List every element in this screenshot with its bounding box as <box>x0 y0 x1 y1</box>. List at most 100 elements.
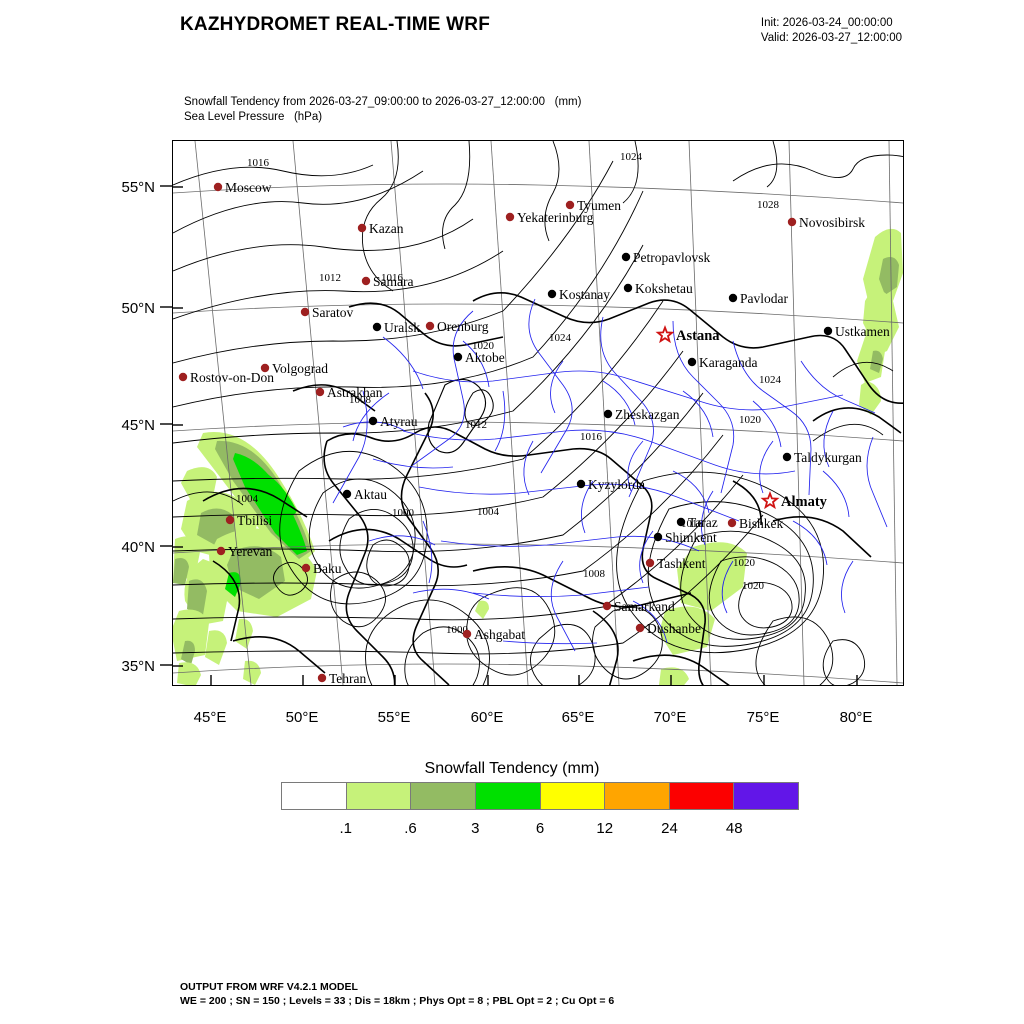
city-novosibirsk[interactable]: Novosibirsk <box>787 215 865 230</box>
colorbar[interactable] <box>281 782 799 810</box>
city-label: Baku <box>313 561 342 576</box>
city-aktau[interactable]: Aktau <box>342 487 387 502</box>
colorbar-title: Snowfall Tendency (mm) <box>424 760 600 777</box>
map-canvas: 1016 1024 1028 1012 1016 1024 1020 1024 1008 1012… <box>173 141 903 685</box>
city-dot-red-icon <box>635 623 645 633</box>
city-bishkek[interactable]: Bishkek <box>727 516 784 531</box>
city-astana[interactable]: Astana <box>655 325 720 345</box>
contour-label-9: 1012 <box>465 419 487 431</box>
city-volgograd[interactable]: Volgograd <box>260 361 328 376</box>
city-dot-red-icon <box>315 387 325 397</box>
city-dot-red-icon <box>216 546 226 556</box>
contour-label-18: 1020 <box>742 580 765 592</box>
city-label: Pavlodar <box>740 291 788 306</box>
city-label: Almaty <box>781 494 828 510</box>
city-label: Yekaterinburg <box>517 210 594 225</box>
city-yerevan[interactable]: Yerevan <box>216 544 273 559</box>
city-karaganda[interactable]: Karaganda <box>687 355 758 370</box>
city-tbilisi[interactable]: Tbilisi <box>225 513 273 528</box>
longitude-labels: 45°E 50°E 55°E 60°E 65°E 70°E 75°E 80°E <box>194 709 873 726</box>
city-label: Uralsk <box>384 320 420 335</box>
lon-tick-label-5: 70°E <box>654 709 687 726</box>
city-ustkamen[interactable]: Ustkamen <box>823 324 890 339</box>
contour-label-1: 1024 <box>620 151 643 163</box>
city-tyumen[interactable]: Tyumen <box>565 198 621 213</box>
city-label: Petropavlovsk <box>633 250 710 265</box>
city-petropavlovsk[interactable]: Petropavlovsk <box>621 250 711 265</box>
city-dot-black-icon <box>372 322 382 332</box>
city-dot-red-icon <box>787 217 797 227</box>
colorbar-tick-2: 3 <box>471 820 480 837</box>
city-ashgabat[interactable]: Ashgabat <box>462 627 525 642</box>
city-label: Tbilisi <box>237 513 273 528</box>
region-boundaries <box>332 298 888 652</box>
contour-label-6: 1020 <box>472 340 495 352</box>
city-kyzylorda[interactable]: Kyzylorda <box>576 477 645 492</box>
contour-label-group: 1016 1024 1028 1012 1016 1024 1020 1024 1008 1012… <box>236 151 782 636</box>
contour-label-15: 1016 <box>681 518 704 530</box>
city-dot-black-icon <box>623 283 633 293</box>
contour-label-3: 1012 <box>319 272 341 284</box>
city-taldykurgan[interactable]: Taldykurgan <box>782 450 862 465</box>
city-samarkand[interactable]: Samarkand <box>602 599 675 614</box>
city-taraz[interactable]: Taraz <box>676 515 718 530</box>
city-label: Samara <box>373 274 413 289</box>
lat-tick-label-1: 50°N <box>121 300 155 317</box>
colorbar-tick-1: .6 <box>404 820 417 837</box>
city-kokshetau[interactable]: Kokshetau <box>623 281 693 296</box>
city-yekaterinburg[interactable]: Yekaterinburg <box>505 210 594 225</box>
colorbar-segment-4 <box>539 783 605 809</box>
city-shimkent[interactable]: Shimkent <box>653 530 717 545</box>
colorbar-tick-6: 48 <box>725 820 743 837</box>
city-dot-black-icon <box>823 326 833 336</box>
city-kostanay[interactable]: Kostanay <box>547 287 610 302</box>
city-dot-black-icon <box>576 479 586 489</box>
city-rostov-on-don[interactable]: Rostov-on-Don <box>178 370 274 385</box>
city-label: Taldykurgan <box>794 450 862 465</box>
city-saratov[interactable]: Saratov <box>300 305 354 320</box>
city-label: Volgograd <box>272 361 328 376</box>
city-zheskazgan[interactable]: Zheskazgan <box>603 407 680 422</box>
city-label: Tehran <box>329 671 367 685</box>
city-dot-black-icon <box>687 357 697 367</box>
contour-label-19: 1000 <box>446 624 469 636</box>
city-dot-red-icon <box>361 276 371 286</box>
city-tehran[interactable]: Tehran <box>317 671 367 685</box>
city-label: Moscow <box>225 180 272 195</box>
city-dot-black-icon <box>653 532 663 542</box>
city-dot-red-icon <box>645 558 655 568</box>
city-label: Bishkek <box>739 516 784 531</box>
colorbar-tick-5: 24 <box>661 820 678 837</box>
contour-label-17: 1020 <box>733 557 756 569</box>
city-baku[interactable]: Baku <box>301 561 342 576</box>
city-label: Novosibirsk <box>799 215 865 230</box>
city-label: Saratov <box>312 305 353 320</box>
contour-label-13: 1000 <box>392 507 415 519</box>
contour-label-12: 1004 <box>236 493 259 505</box>
city-dot-black-icon <box>547 289 557 299</box>
city-label: Shimkent <box>665 530 717 545</box>
lon-tick-label-6: 75°E <box>747 709 780 726</box>
city-atyrau[interactable]: Atyrau <box>368 414 418 429</box>
city-label: Yerevan <box>228 544 273 559</box>
capital-star-icon <box>655 325 675 344</box>
city-astrakhan[interactable]: Astrakhan <box>315 385 383 400</box>
colorbar-segment-2 <box>410 783 475 809</box>
weather-map[interactable]: 1016 1024 1028 1012 1016 1024 1020 1024 1008 1012… <box>172 140 904 686</box>
city-aktobe[interactable]: Aktobe <box>453 350 505 365</box>
city-kazan[interactable]: Kazan <box>357 221 404 236</box>
city-pavlodar[interactable]: Pavlodar <box>728 291 789 306</box>
contour-label-10: 1016 <box>580 431 603 443</box>
city-dot-black-icon <box>453 352 463 362</box>
city-samara[interactable]: Samara <box>361 274 414 289</box>
valid-time: Valid: 2026-03-27_12:00:00 <box>760 32 902 44</box>
colorbar-tick-labels: .1 .6 3 6 12 24 48 <box>281 820 799 842</box>
city-tashkent[interactable]: Tashkent <box>645 556 706 571</box>
city-orenburg[interactable]: Orenburg <box>425 319 489 334</box>
city-uralsk[interactable]: Uralsk <box>372 320 420 335</box>
city-label: Kazan <box>369 221 404 236</box>
city-dushanbe[interactable]: Dushanbe <box>635 621 701 636</box>
city-moscow[interactable]: Moscow <box>213 180 272 195</box>
contour-label-0: 1016 <box>247 157 270 169</box>
city-almaty[interactable]: Almaty <box>760 491 828 511</box>
